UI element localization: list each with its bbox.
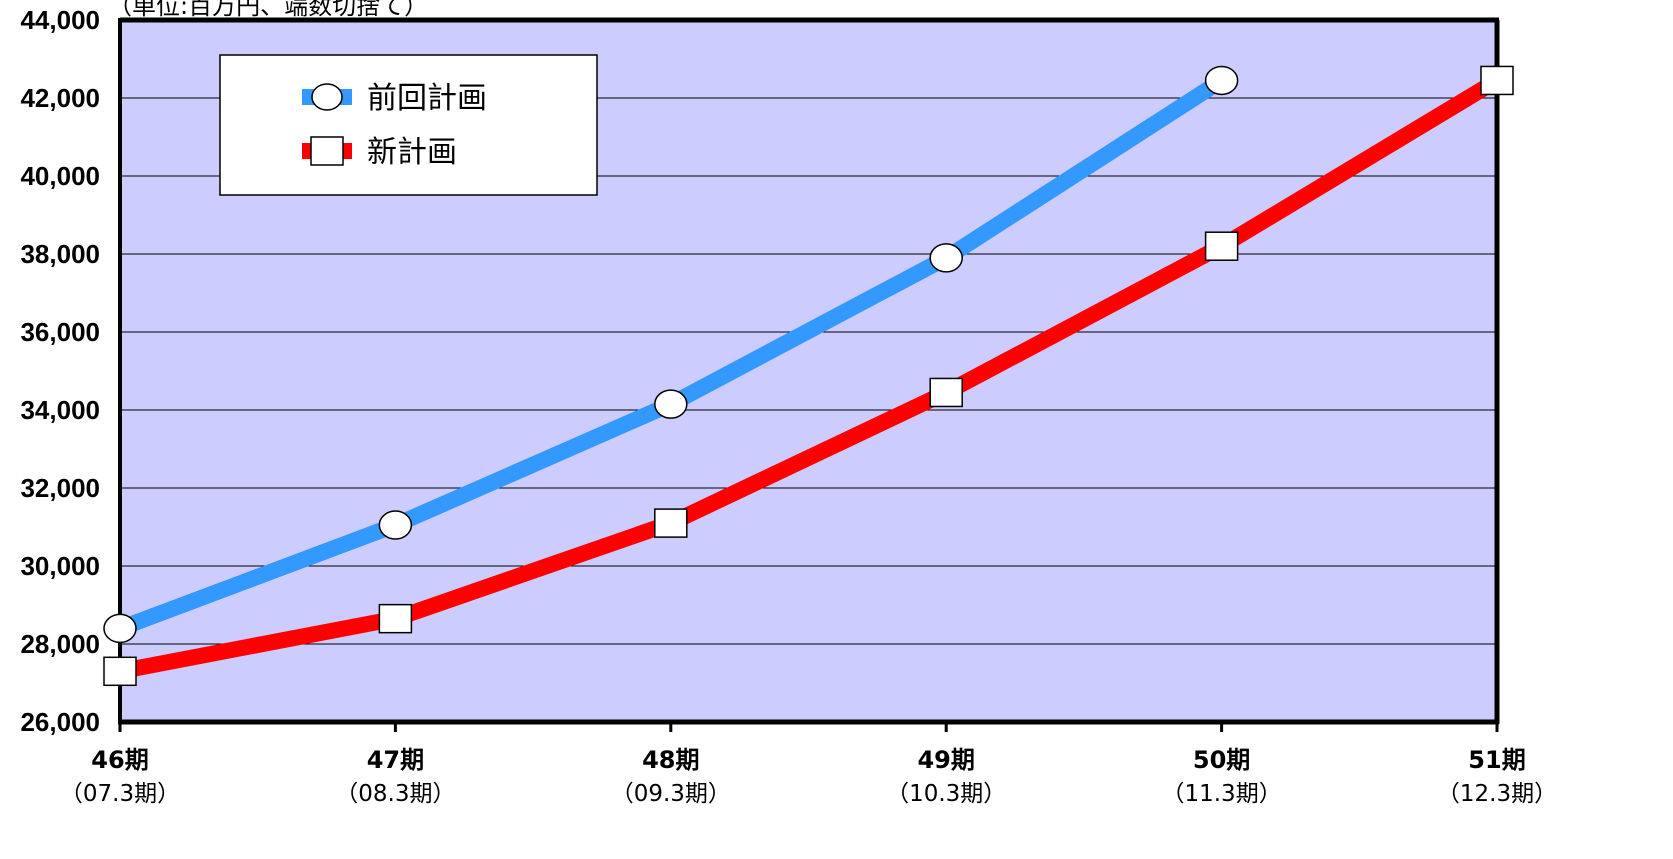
- x-tick-label-fiscal-2: （09.3期）: [611, 781, 731, 807]
- x-tick-label-fiscal-3: （10.3期）: [886, 781, 1006, 807]
- legend-swatch-marker-1: [310, 136, 344, 166]
- y-tick-label-1: 28,000: [20, 629, 100, 659]
- y-tick-label-4: 34,000: [20, 395, 100, 425]
- marker-1-2: [654, 508, 688, 538]
- unit-note: （単位:百万円、端数切捨て）: [108, 0, 429, 20]
- y-tick-label-5: 36,000: [20, 317, 100, 347]
- marker-1-3: [929, 377, 963, 408]
- series-markers: [103, 65, 1514, 687]
- marker-0-0: [103, 613, 137, 644]
- marker-0-3: [929, 243, 963, 273]
- gridlines: [120, 97, 1497, 645]
- legend-box: [219, 54, 598, 196]
- y-tick-label-2: 30,000: [20, 551, 100, 581]
- legend-swatch-marker-0: [311, 83, 343, 111]
- y-tick-label-3: 32,000: [20, 473, 100, 503]
- x-tick-label-period-5: 51期: [1468, 746, 1525, 774]
- x-tick-label-period-0: 46期: [91, 746, 148, 774]
- x-tick-label-fiscal-4: （11.3期）: [1161, 781, 1281, 807]
- x-axis-ticks: 46期 （07.3期） 47期 （08.3期） 48期 （09.3期） 49期 （10.3期）…: [60, 722, 1557, 807]
- y-axis-ticks: 26,000 28,000 30,000 32,000 34,000 36,000 38,0…: [20, 5, 100, 737]
- x-tick-label-fiscal-0: （07.3期）: [60, 781, 180, 807]
- marker-1-4: [1204, 231, 1239, 261]
- series-line-1: [118, 73, 1502, 680]
- y-tick-label-9: 44,000: [20, 5, 100, 35]
- legend-label-1: 新計画: [367, 135, 457, 170]
- marker-0-2: [654, 389, 688, 419]
- x-tick-label-period-1: 47期: [367, 746, 424, 774]
- y-tick-label-0: 26,000: [20, 707, 100, 737]
- marker-0-1: [378, 510, 413, 540]
- legend-label-0: 前回計画: [367, 81, 487, 116]
- marker-0-4: [1204, 65, 1239, 96]
- y-tick-label-8: 42,000: [20, 83, 100, 113]
- marker-1-0: [103, 656, 137, 687]
- x-tick-label-period-3: 49期: [917, 746, 974, 774]
- marker-1-5: [1480, 65, 1514, 96]
- axes: [118, 17, 1500, 725]
- y-tick-label-6: 38,000: [20, 239, 100, 269]
- y-tick-label-7: 40,000: [20, 161, 100, 191]
- marker-1-1: [378, 603, 413, 634]
- x-tick-label-fiscal-5: （12.3期）: [1437, 781, 1557, 807]
- x-tick-label-period-4: 50期: [1193, 746, 1250, 774]
- x-tick-label-period-2: 48期: [642, 746, 699, 774]
- x-tick-label-fiscal-1: （08.3期）: [335, 781, 455, 807]
